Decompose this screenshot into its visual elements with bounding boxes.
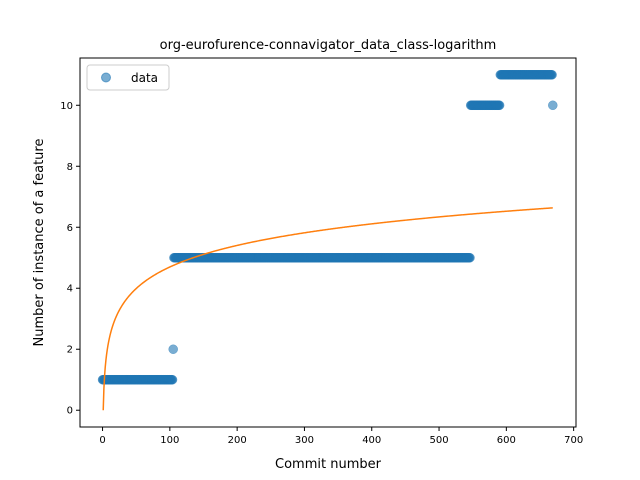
legend-label-data: data — [131, 71, 158, 85]
legend-marker-data — [101, 72, 111, 83]
y-tick-label: 8 — [67, 162, 73, 173]
y-tick-label: 10 — [60, 101, 73, 112]
y-axis: 0 2 4 6 8 10 — [60, 101, 80, 417]
data-point — [548, 100, 558, 111]
y-tick-label: 6 — [67, 223, 73, 234]
data-point — [465, 252, 475, 263]
data-point — [167, 374, 178, 385]
legend: data — [86, 64, 170, 91]
x-axis-label: Commit number — [275, 457, 382, 472]
x-tick-label: 400 — [362, 435, 381, 446]
data-point — [547, 70, 557, 80]
x-tick-label: 300 — [295, 435, 314, 446]
x-tick-label: 200 — [228, 435, 247, 446]
plot-area — [97, 70, 558, 411]
y-axis-label: Number of instance of a feature — [32, 139, 47, 347]
y-tick-label: 4 — [67, 284, 73, 295]
x-tick-label: 0 — [99, 435, 105, 446]
x-axis: 0 100 200 300 400 500 600 700 — [99, 427, 583, 446]
chart-title: org-eurofurence-connavigator_data_class-… — [160, 38, 497, 53]
x-tick-label: 600 — [497, 435, 516, 446]
plot-frame — [79, 57, 577, 428]
data-point — [494, 100, 505, 111]
x-tick-label: 500 — [429, 435, 448, 446]
x-tick-label: 100 — [160, 435, 179, 446]
y-tick-label: 0 — [67, 406, 73, 417]
fit-line — [102, 207, 553, 411]
data-point — [168, 344, 178, 354]
y-tick-label: 2 — [67, 345, 73, 356]
x-tick-label: 700 — [564, 435, 583, 446]
legend-box — [86, 64, 170, 91]
